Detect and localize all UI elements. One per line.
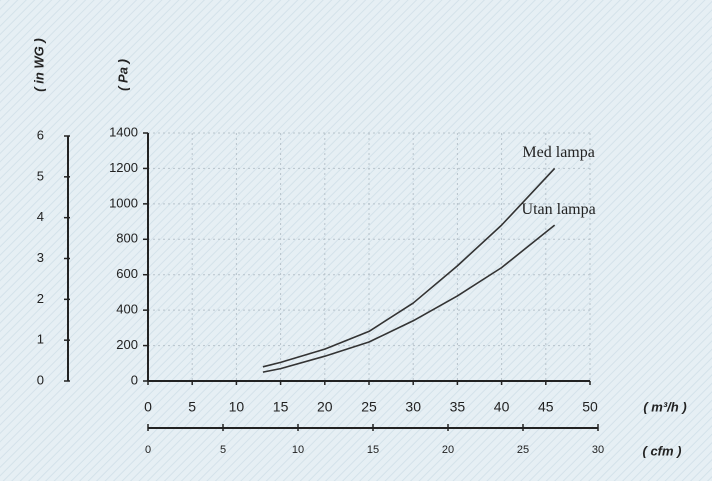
x-tick-label: 20: [317, 399, 333, 415]
x-tick-label: 45: [538, 399, 554, 415]
x2-axis-label: ( cfm ): [643, 443, 682, 458]
x2-tick-label: 5: [220, 444, 226, 456]
y-tick-label: 0: [131, 372, 138, 387]
x-tick-label: 15: [273, 399, 289, 415]
y-tick-label: 1200: [109, 160, 138, 175]
series-line: [262, 224, 556, 373]
y2-tick-label: 0: [37, 372, 44, 387]
y-tick-label: 1000: [109, 195, 138, 210]
x2-tick-label: 0: [145, 444, 151, 456]
y2-tick-label: 4: [37, 209, 44, 224]
y2-axis-label: ( in WG ): [31, 38, 46, 91]
x-tick-label: 10: [229, 399, 245, 415]
y-tick-label: 200: [116, 337, 138, 352]
x-tick-label: 0: [144, 399, 152, 415]
x-axis-label: ( m³/h ): [643, 399, 686, 414]
x-tick-label: 50: [582, 399, 598, 415]
y-tick-label: 1400: [109, 124, 138, 139]
x2-tick-label: 25: [517, 444, 529, 456]
x2-tick-label: 20: [442, 444, 454, 456]
y-tick-label: 400: [116, 302, 138, 317]
y-tick-label: 800: [116, 231, 138, 246]
legend-label: Utan lampa: [522, 201, 596, 218]
x-tick-label: 30: [405, 399, 421, 415]
y2-tick-label: 5: [37, 168, 44, 183]
x-tick-label: 25: [361, 399, 377, 415]
y2-tick-label: 3: [37, 250, 44, 265]
y2-tick-label: 6: [37, 127, 44, 142]
series-line: [262, 167, 556, 368]
x-tick-label: 35: [450, 399, 466, 415]
x2-tick-label: 10: [292, 444, 304, 456]
x2-tick-label: 30: [592, 444, 604, 456]
x-tick-label: 5: [188, 399, 196, 415]
y2-tick-label: 1: [37, 332, 44, 347]
legend-label: Med lampa: [522, 144, 594, 161]
x2-tick-label: 15: [367, 444, 379, 456]
x-tick-label: 40: [494, 399, 510, 415]
y-axis-label: ( Pa ): [115, 59, 130, 91]
y-tick-label: 600: [116, 266, 138, 281]
y2-tick-label: 2: [37, 291, 44, 306]
